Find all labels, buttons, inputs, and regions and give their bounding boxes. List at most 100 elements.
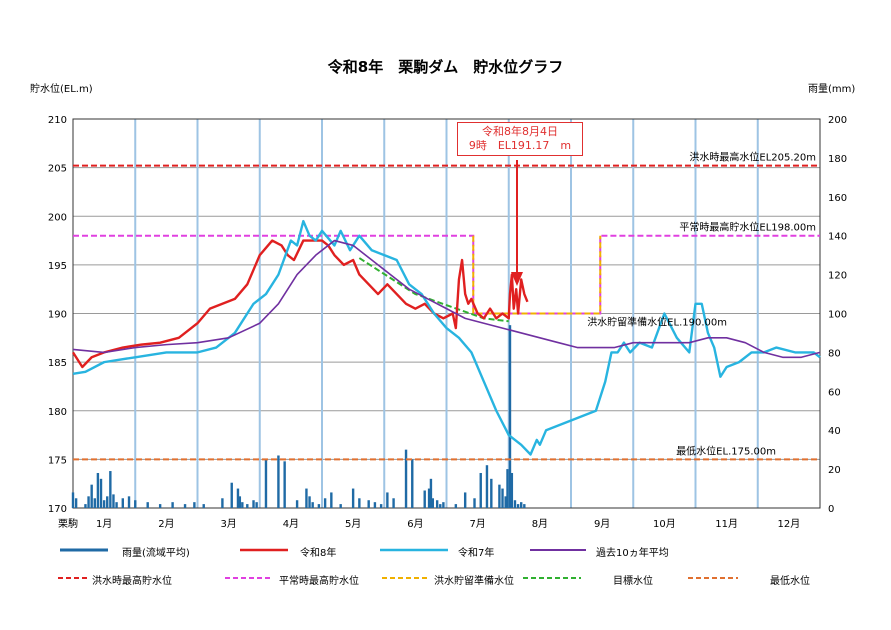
rain-bar (283, 461, 286, 508)
y-tick-label: 190 (48, 310, 67, 321)
x-tick-label: 5月 (345, 518, 361, 530)
y-tick-label: 200 (48, 212, 67, 223)
rain-bar (99, 478, 103, 508)
y-tick-label: 185 (48, 358, 67, 369)
y-tick-label: 175 (48, 455, 67, 466)
rain-bar (109, 471, 112, 508)
y2-tick-label: 140 (828, 232, 847, 243)
rain-bar (501, 488, 504, 508)
y-tick-label: 195 (48, 261, 67, 272)
rain-bar (202, 504, 205, 508)
rain-bar (311, 502, 314, 508)
y2-tick-label: 120 (828, 271, 847, 282)
legend-label-target: 目標水位 (613, 576, 653, 587)
y2-tick-label: 180 (828, 154, 847, 165)
x-tick-label: 8月 (532, 518, 548, 530)
rain-bar (241, 502, 244, 508)
rain-bar (230, 482, 233, 508)
rain-bar (308, 496, 311, 508)
y2-tick-label: 20 (828, 465, 841, 476)
rain-bar (102, 500, 106, 508)
rain-bar (358, 498, 361, 508)
annotation-level: 9時 EL191.17 m (468, 139, 572, 152)
rain-bar (435, 500, 439, 508)
rain-bar (506, 469, 509, 508)
legend-label-rain: 雨量(流域平均) (122, 548, 190, 559)
rain-bar (277, 455, 280, 508)
rain-bar (236, 488, 240, 508)
rain-bar (404, 449, 408, 508)
rain-bar (473, 498, 476, 508)
annotation-arrowhead (511, 272, 523, 286)
x-tick-label: 1月 (96, 518, 112, 530)
rain-bar (90, 484, 93, 508)
rain-bar (386, 492, 389, 508)
rain-bar (121, 498, 124, 508)
rain-bar (295, 500, 299, 508)
ref-line-flood-prep (472, 235, 602, 315)
series-line-r8 (71, 239, 529, 369)
rain-bar (513, 500, 517, 508)
y2-tick-label: 60 (828, 387, 841, 398)
rain-bar (115, 502, 118, 508)
ref-line-label: 最低水位EL.175.00m (676, 444, 776, 457)
legend-row-2: 洪水時最高貯水位 平常時最高貯水位 洪水貯留準備水位 目標水位 最低水位 (0, 571, 891, 587)
y-tick-label: 170 (48, 504, 67, 515)
rain-bar (93, 498, 96, 508)
rain-bar (498, 484, 501, 508)
y2-tick-label: 0 (828, 504, 834, 515)
rain-bar (510, 472, 514, 508)
rain-bar (96, 472, 100, 508)
rain-bar (171, 502, 174, 508)
rain-bar (508, 325, 512, 508)
rain-bar (442, 502, 445, 508)
rain-bar (379, 504, 383, 508)
rain-bar (146, 502, 149, 508)
x-tick-label: 9月 (594, 518, 610, 530)
rain-bar (485, 465, 489, 508)
legend-label-r8: 令和8年 (300, 548, 337, 559)
ref-line-target (358, 257, 509, 323)
rain-bar (246, 504, 249, 508)
series-line-avg (72, 239, 821, 359)
legend-label-flood-prep: 洪水貯留準備水位 (434, 576, 514, 587)
rain-bar (158, 504, 162, 508)
rain-bar (516, 504, 520, 508)
rain-bar (411, 459, 414, 508)
y2-tick-label: 40 (828, 426, 841, 437)
x-tick-label: 7月 (469, 518, 485, 530)
rain-bar (373, 502, 377, 508)
rain-bar (423, 490, 426, 508)
rain-bar (87, 496, 90, 508)
rain-bar (255, 502, 258, 508)
ref-line-normal-max (73, 234, 820, 315)
rain-bar (523, 504, 526, 508)
rain-bar (264, 459, 268, 508)
legend-row-1: 雨量(流域平均) 令和8年 令和7年 過去10ヵ年平均 (0, 543, 891, 559)
rain-bar (317, 504, 321, 508)
plot-frame (72, 118, 821, 509)
y2-tick-label: 200 (828, 115, 847, 126)
annotation-box: 令和8年8月4日 9時 EL191.17 m (457, 122, 583, 156)
rain-bar (454, 504, 458, 508)
y-axis-label: 貯水位(EL.m) (30, 84, 93, 95)
rain-bar (221, 498, 224, 508)
rain-bar (427, 488, 431, 508)
rain-bar (238, 496, 242, 508)
rain-bar (479, 472, 482, 508)
y2-axis-label: 雨量(mm) (808, 84, 856, 95)
series-line-r7 (72, 219, 821, 456)
y-tick-label: 180 (48, 407, 67, 418)
y-tick-label: 210 (48, 115, 67, 126)
rain-bar (323, 498, 327, 508)
ref-line-label: 平常時最高貯水位EL198.00m (679, 221, 816, 234)
rain-bar (439, 504, 442, 508)
rain-bar (367, 500, 370, 508)
rain-bar (183, 504, 187, 508)
x-tick-label: 11月 (715, 518, 738, 530)
rain-bar (520, 502, 523, 508)
annotation-date: 令和8年8月4日 (482, 125, 558, 138)
x-tick-label: 12月 (778, 518, 801, 530)
rain-bar (504, 496, 507, 508)
